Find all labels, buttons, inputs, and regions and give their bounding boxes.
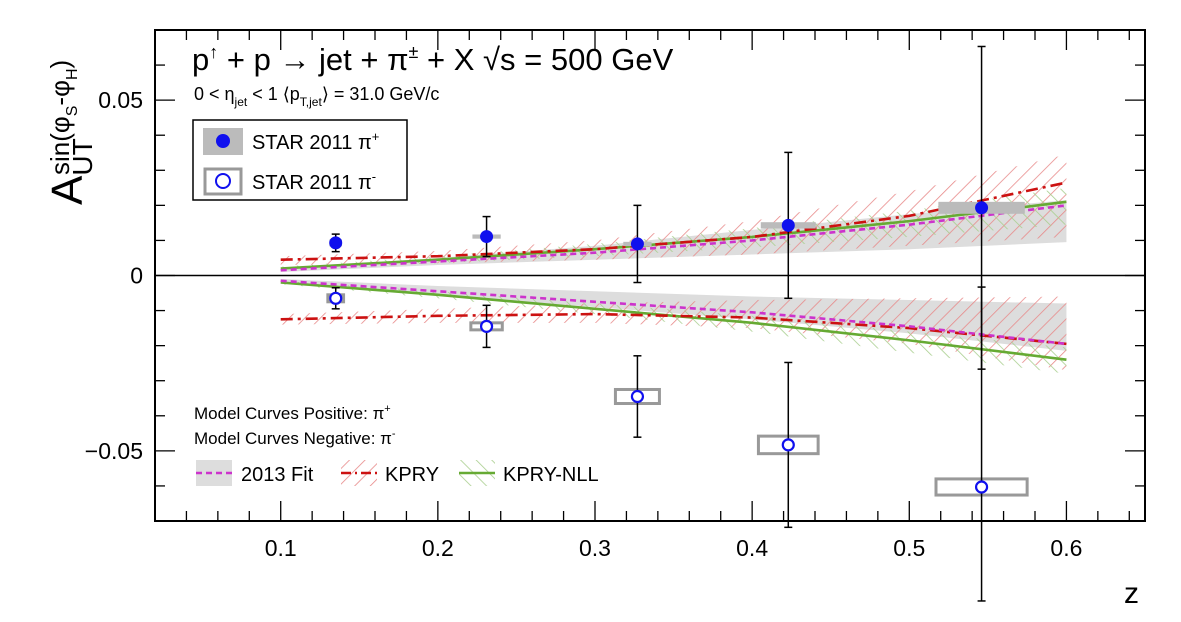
- model-bands: [280, 154, 1067, 374]
- kpry-curve-negative: [280, 312, 1067, 346]
- legend-label-neg: STAR 2011 π-: [252, 169, 376, 194]
- legend-marker-pos: [216, 134, 230, 148]
- data-legend: STAR 2011 π+ STAR 2011 π-: [192, 119, 408, 201]
- axis-ticks: 0.1 0.2 0.3 0.4 0.5 0.6 −0.05 0 0.05: [85, 29, 1145, 561]
- svg-text:AUT: AUT: [43, 138, 98, 205]
- nll-band-negative: [280, 280, 1067, 374]
- model-legend: 2013 Fit KPRY KPRY-NLL: [196, 460, 599, 486]
- y-axis-title: AUT sin(φS-φH): [43, 60, 98, 205]
- nll-band-positive: [280, 187, 1067, 271]
- x-tick-label: 0.4: [736, 535, 768, 561]
- chart-subtitle: 0 < ηjet < 1 ⟨pT,jet⟩ = 31.0 GeV/c: [194, 84, 439, 109]
- data-point-pos: [329, 236, 343, 250]
- model-note-positive: Model Curves Positive: π+: [194, 403, 391, 423]
- x-tick-label: 0.2: [422, 535, 454, 561]
- legend-label-pos: STAR 2011 π+: [252, 129, 379, 154]
- svg-text:sin(φS-φH): sin(φS-φH): [45, 60, 81, 175]
- data-point-neg: [329, 291, 343, 305]
- data-point-neg: [479, 319, 494, 333]
- x-tick-label: 0.3: [579, 535, 611, 561]
- model-curves: [280, 181, 1067, 361]
- data-point-neg: [781, 438, 795, 452]
- legend-marker-neg: [215, 173, 231, 189]
- chart-title: p↑ + p → jet + π± + X √s = 500 GeV: [192, 42, 674, 77]
- data-point-pos: [781, 218, 795, 232]
- data-point-pos: [480, 230, 494, 244]
- data-point-pos: [630, 237, 644, 251]
- model-legend-nll-label: KPRY-NLL: [503, 464, 599, 486]
- fit-curve-negative: [280, 279, 1067, 346]
- x-tick-label: 0.1: [265, 535, 297, 561]
- model-legend-kpry-label: KPRY: [385, 464, 439, 486]
- x-axis-title: z: [1124, 577, 1139, 610]
- legend-swatch-neg: [203, 167, 243, 196]
- model-note-negative: Model Curves Negative: π-: [194, 428, 396, 448]
- data-point-neg: [630, 389, 645, 404]
- kpry-band-negative: [280, 296, 1067, 371]
- y-tick-label: −0.05: [85, 438, 143, 464]
- x-tick-label: 0.5: [893, 535, 925, 561]
- data-point-neg: [974, 480, 989, 494]
- kpry-curve-positive: [280, 181, 1067, 262]
- data-point-pos: [975, 201, 989, 215]
- data-points: [326, 45, 1029, 602]
- fit-curve-positive: [280, 204, 1067, 272]
- y-tick-label: 0.05: [98, 87, 143, 113]
- x-tick-label: 0.6: [1050, 535, 1082, 561]
- y-tick-label: 0: [130, 263, 143, 289]
- model-legend-fit-label: 2013 Fit: [241, 464, 314, 486]
